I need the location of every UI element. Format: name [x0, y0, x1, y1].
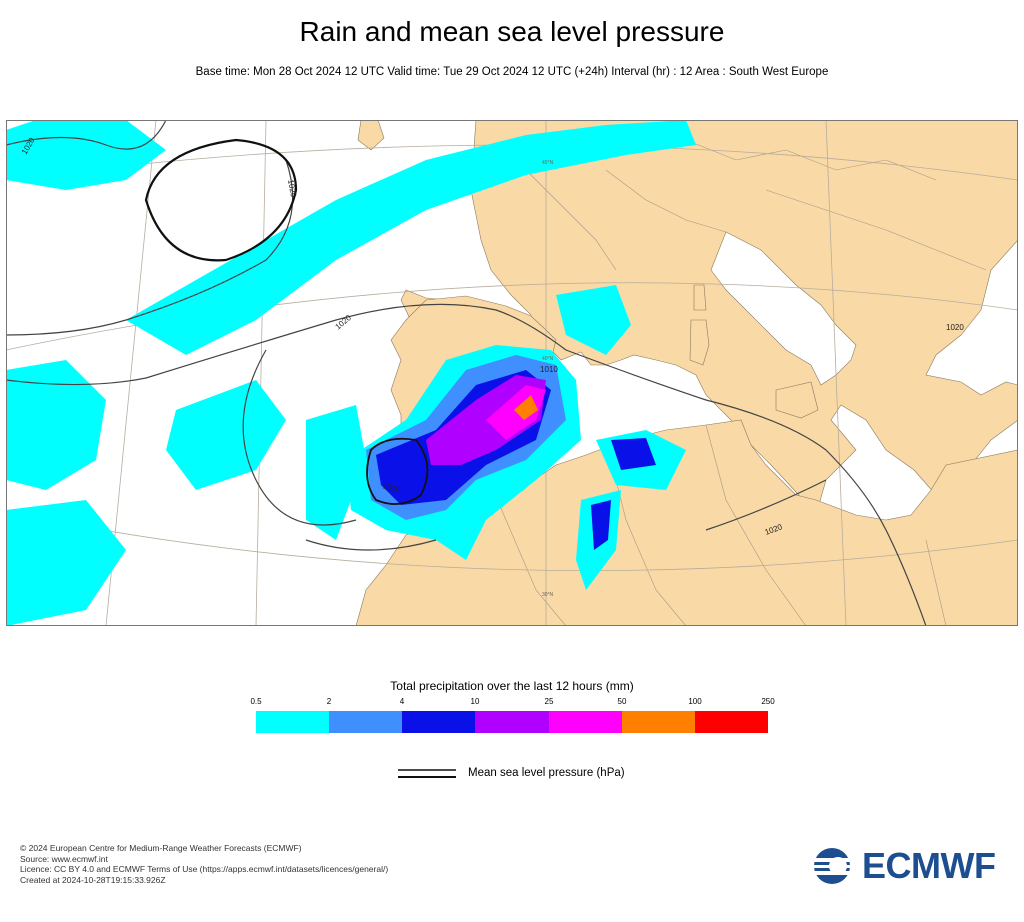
- page-subtitle: Base time: Mon 28 Oct 2024 12 UTC Valid …: [195, 66, 829, 78]
- copyright-line: © 2024 European Centre for Medium-Range …: [20, 843, 302, 853]
- precip-darkblue-africa: [591, 500, 611, 550]
- ecmwf-logo[interactable]: ECMWF: [812, 846, 1012, 886]
- precip-legend-ticks: 0.5 2 4 10 25 50 100 250: [250, 697, 774, 709]
- color-swatch: [694, 711, 768, 733]
- color-swatch: [621, 711, 695, 733]
- precip-color-bar: [256, 711, 768, 733]
- precip-cyan-band: [126, 120, 696, 355]
- created-line: Created at 2024-10-28T19:15:33.926Z: [20, 874, 166, 885]
- land-ireland: [357, 120, 385, 151]
- pressure-legend-label: Mean sea level pressure (hPa): [468, 767, 625, 779]
- land-europe: [400, 120, 1018, 516]
- precip-orange: [514, 395, 538, 420]
- land-italy: [710, 231, 857, 386]
- precip-cyan-sw: [6, 500, 126, 626]
- footer-credits: © 2024 European Centre for Medium-Range …: [20, 843, 388, 885]
- precip-darkblue-africa-2: [611, 438, 656, 470]
- lat-label: 30°N: [542, 592, 554, 598]
- land-sicily: [775, 381, 819, 419]
- precipitation-field: [6, 120, 696, 626]
- land-sardinia: [689, 319, 710, 366]
- pressure-line-sample: [398, 769, 456, 778]
- color-swatch: [475, 711, 549, 733]
- legend-tick: 50: [617, 697, 627, 706]
- color-swatch: [548, 711, 622, 733]
- ecmwf-logo-text: ECMWF: [862, 845, 996, 886]
- precip-cyan-atlantic: [166, 380, 286, 490]
- precip-legend-title: Total precipitation over the last 12 hou…: [390, 679, 634, 693]
- isobar-label: 1010: [540, 365, 558, 374]
- high-pressure-isobar: [144, 138, 298, 262]
- precip-cyan-north: [6, 120, 166, 190]
- page-title: Rain and mean sea level pressure: [299, 16, 725, 47]
- latitude-labels: 45°N 40°N 30°N: [542, 160, 554, 598]
- precipitation-map[interactable]: 1020 1020 1020 1010 1020 1010 1020 45°N …: [6, 120, 1018, 626]
- isobar-label: 1020: [286, 179, 298, 199]
- isobars: [6, 120, 927, 626]
- licence-line: Licence: CC BY 4.0 and ECMWF Terms of Us…: [20, 864, 389, 874]
- pressure-legend: Mean sea level pressure (hPa): [398, 767, 638, 783]
- legend-tick: 25: [544, 697, 554, 706]
- legend-tick: 100: [688, 697, 702, 706]
- low-pressure-isobar: [366, 437, 429, 505]
- legend-tick: 2: [326, 697, 332, 706]
- lat-label: 40°N: [542, 356, 554, 362]
- color-swatch: [256, 711, 330, 733]
- isobar-label: 1020: [946, 323, 964, 332]
- lat-label: 45°N: [542, 160, 554, 166]
- precip-cyan-offshore: [306, 405, 366, 540]
- color-swatch: [329, 711, 403, 733]
- isobar-labels: 1020 1020 1020 1010 1020 1010 1020: [20, 136, 964, 537]
- legend-tick: 10: [470, 697, 480, 706]
- color-swatch: [402, 711, 476, 733]
- precip-cyan-gulf-lion: [556, 285, 631, 355]
- map-frame: [6, 120, 1018, 626]
- precip-cyan-west: [6, 360, 106, 490]
- legend-tick: 250: [761, 697, 775, 706]
- source-line: Source: www.ecmwf.int: [20, 853, 108, 864]
- legend-tick: 4: [399, 697, 405, 706]
- legend-tick: 0.5: [250, 697, 262, 706]
- ecmwf-logo-icon: [812, 848, 858, 884]
- land-corsica: [693, 284, 707, 311]
